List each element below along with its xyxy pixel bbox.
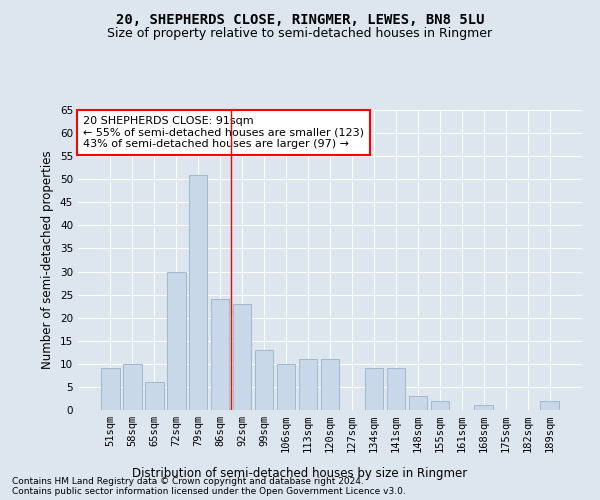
Text: Contains public sector information licensed under the Open Government Licence v3: Contains public sector information licen… (12, 487, 406, 496)
Bar (145, 382, 164, 410)
Text: 20, SHEPHERDS CLOSE, RINGMER, LEWES, BN8 5LU: 20, SHEPHERDS CLOSE, RINGMER, LEWES, BN8… (116, 12, 484, 26)
Bar (409, 396, 427, 410)
Text: 20 SHEPHERDS CLOSE: 91sqm
← 55% of semi-detached houses are smaller (123)
43% of: 20 SHEPHERDS CLOSE: 91sqm ← 55% of semi-… (83, 116, 364, 149)
Text: Size of property relative to semi-detached houses in Ringmer: Size of property relative to semi-detach… (107, 28, 493, 40)
Bar (101, 368, 119, 410)
Bar (320, 359, 340, 410)
Bar (277, 364, 295, 410)
Text: Contains HM Land Registry data © Crown copyright and database right 2024.: Contains HM Land Registry data © Crown c… (12, 477, 364, 486)
Y-axis label: Number of semi-detached properties: Number of semi-detached properties (41, 150, 55, 370)
Bar (189, 174, 208, 410)
Bar (541, 401, 559, 410)
Bar (475, 406, 493, 410)
Bar (299, 359, 317, 410)
Bar (365, 368, 383, 410)
Bar (123, 364, 142, 410)
Bar (386, 368, 405, 410)
Bar (233, 304, 251, 410)
Bar (255, 350, 274, 410)
Bar (431, 401, 449, 410)
Text: Distribution of semi-detached houses by size in Ringmer: Distribution of semi-detached houses by … (133, 468, 467, 480)
Bar (167, 272, 185, 410)
Bar (211, 299, 229, 410)
